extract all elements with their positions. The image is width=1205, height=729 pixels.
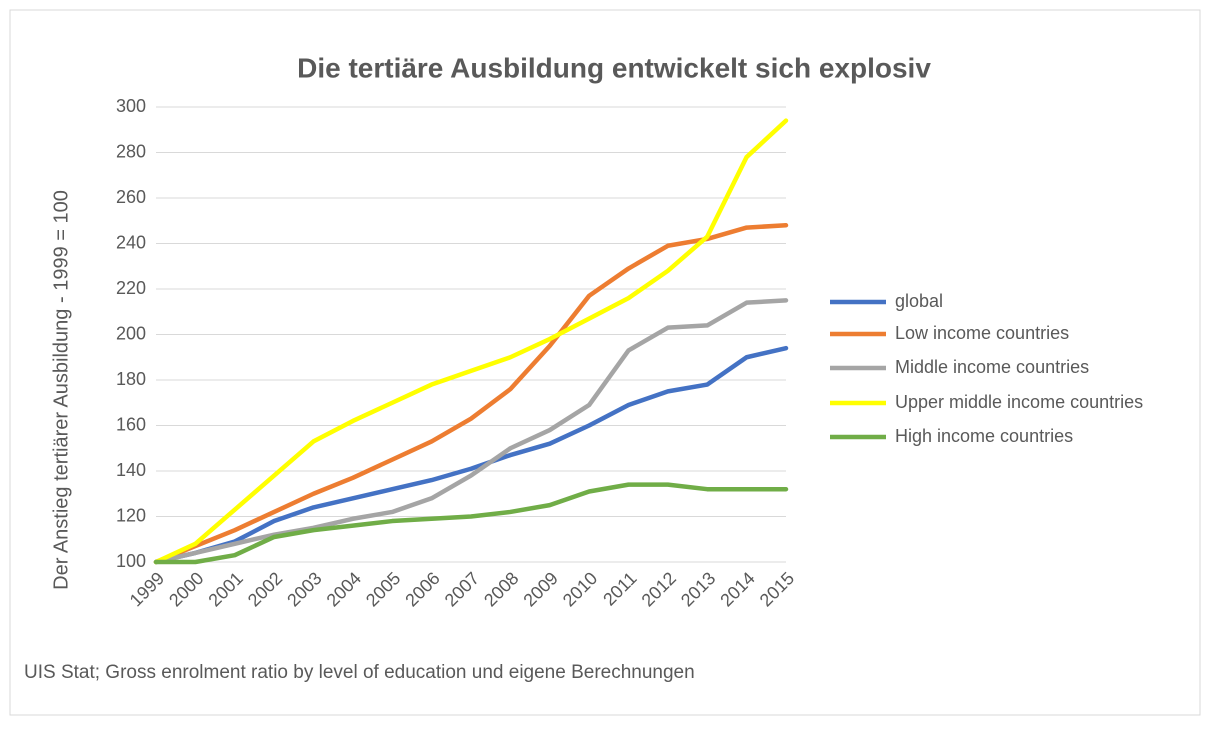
chart-frame	[9, 9, 1201, 716]
y-tick-label: 160	[116, 414, 146, 434]
y-tick-label: 180	[116, 369, 146, 389]
series-line	[153, 298, 789, 565]
legend-label: Upper middle income countries	[895, 392, 1143, 412]
series-line	[153, 482, 789, 565]
y-tick-label: 100	[116, 551, 146, 571]
series-line	[153, 223, 789, 565]
y-tick-label: 260	[116, 187, 146, 207]
legend-label: Low income countries	[895, 323, 1069, 343]
source-note: UIS Stat; Gross enrolment ratio by level…	[24, 662, 695, 683]
chart-title: Die tertiäre Ausbildung entwickelt sich …	[297, 52, 931, 83]
series-line	[153, 345, 789, 565]
y-tick-label: 300	[116, 96, 146, 116]
series-line	[153, 118, 789, 565]
y-tick-label: 240	[116, 232, 146, 252]
y-axis-label: Der Anstieg tertiärer Ausbildung - 1999 …	[50, 190, 72, 590]
legend-label: High income countries	[895, 426, 1073, 446]
y-tick-label: 200	[116, 323, 146, 343]
y-tick-label: 280	[116, 141, 146, 161]
y-tick-label: 220	[116, 278, 146, 298]
legend-label: Middle income countries	[895, 357, 1089, 377]
y-tick-label: 140	[116, 460, 146, 480]
y-tick-label: 120	[116, 505, 146, 525]
legend-label: global	[895, 291, 943, 311]
